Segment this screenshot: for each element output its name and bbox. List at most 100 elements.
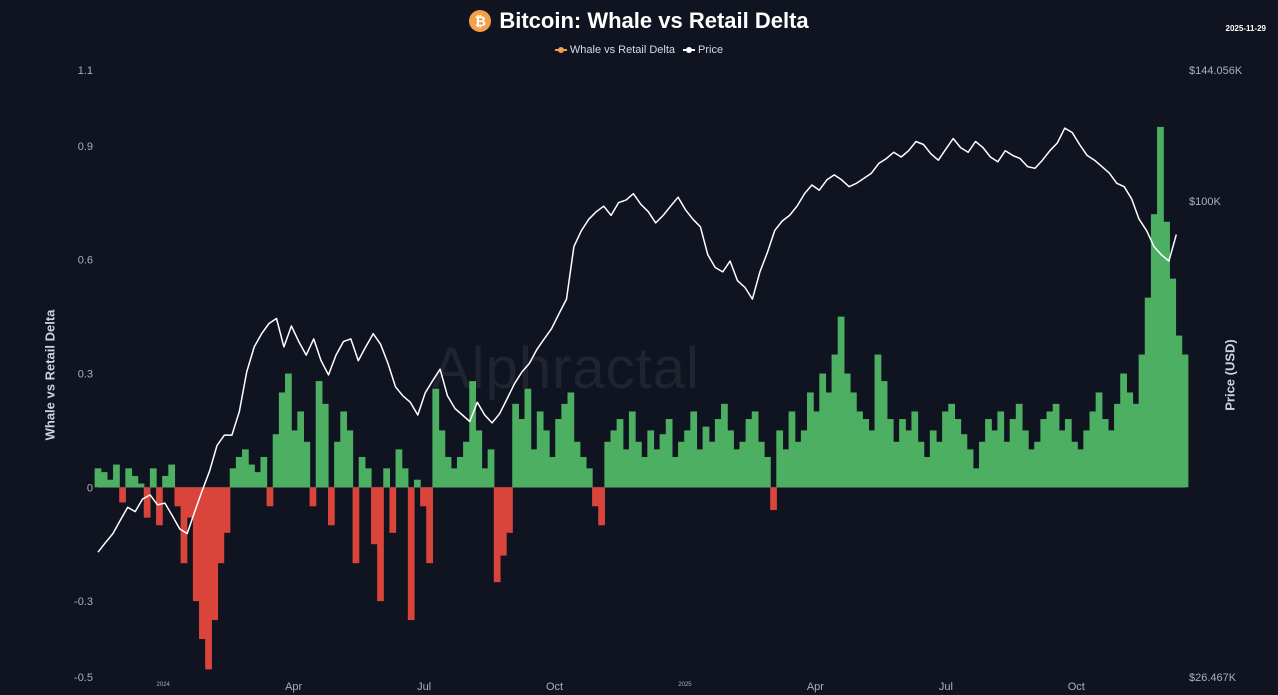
delta-bar bbox=[696, 449, 704, 488]
delta-bar bbox=[573, 441, 581, 488]
legend: Whale vs Retail Delta Price bbox=[0, 44, 1278, 56]
delta-bar bbox=[966, 449, 974, 488]
delta-bar bbox=[972, 468, 980, 488]
delta-bar bbox=[905, 430, 913, 488]
delta-bar bbox=[1169, 278, 1177, 488]
delta-bar bbox=[1144, 297, 1152, 488]
delta-bar bbox=[671, 456, 679, 488]
delta-bar bbox=[1028, 449, 1035, 488]
date-label: 2025-11-29 bbox=[1225, 24, 1266, 33]
delta-bar bbox=[389, 487, 397, 533]
delta-bar bbox=[1064, 419, 1072, 488]
delta-bar bbox=[370, 487, 378, 545]
delta-bar bbox=[776, 430, 784, 488]
delta-bar bbox=[340, 411, 348, 488]
delta-bar bbox=[923, 456, 931, 488]
delta-bar bbox=[1157, 126, 1164, 488]
delta-bar bbox=[702, 426, 710, 488]
delta-bar bbox=[475, 430, 483, 488]
delta-bar bbox=[892, 441, 900, 488]
delta-bar bbox=[659, 434, 667, 488]
delta-bar bbox=[162, 475, 169, 488]
delta-bar bbox=[1114, 403, 1121, 488]
delta-bar bbox=[481, 468, 489, 488]
delta-bar bbox=[1009, 419, 1017, 488]
delta-bar bbox=[364, 468, 372, 488]
delta-bar bbox=[579, 456, 587, 488]
delta-bar bbox=[610, 430, 618, 488]
delta-bar bbox=[831, 354, 839, 488]
delta-bar bbox=[549, 456, 556, 488]
y2-tick-label: $144.056K bbox=[1189, 65, 1243, 77]
delta-bar bbox=[561, 403, 569, 488]
y2-tick-label: $100K bbox=[1189, 196, 1221, 208]
delta-bar bbox=[1015, 403, 1023, 488]
delta-bar bbox=[291, 430, 298, 488]
x-tick-label: Oct bbox=[1068, 681, 1085, 693]
delta-bar bbox=[327, 487, 335, 526]
delta-bar bbox=[825, 392, 833, 488]
delta-bar bbox=[180, 487, 188, 564]
delta-bar bbox=[708, 441, 716, 488]
delta-bar bbox=[678, 441, 685, 488]
legend-item-price[interactable]: Price bbox=[683, 44, 723, 56]
delta-bar bbox=[450, 468, 458, 488]
delta-bar bbox=[641, 456, 648, 488]
delta-bar bbox=[997, 411, 1005, 488]
legend-item-delta[interactable]: Whale vs Retail Delta bbox=[554, 44, 675, 56]
delta-bar bbox=[413, 479, 421, 488]
chart-header: ₿ Bitcoin: Whale vs Retail Delta bbox=[0, 8, 1278, 34]
delta-bar bbox=[297, 411, 305, 488]
delta-bar bbox=[555, 419, 562, 488]
delta-bar bbox=[733, 449, 741, 488]
delta-bar bbox=[377, 487, 384, 602]
delta-bar bbox=[229, 468, 237, 488]
chart-title: Bitcoin: Whale vs Retail Delta bbox=[499, 8, 809, 33]
delta-bar bbox=[862, 419, 870, 488]
delta-bar bbox=[321, 403, 329, 488]
delta-bar bbox=[622, 449, 630, 488]
delta-bar bbox=[192, 487, 200, 602]
delta-bar bbox=[1095, 392, 1103, 488]
delta-bar bbox=[782, 449, 790, 488]
watermark: Alphractal bbox=[432, 336, 700, 401]
delta-bar bbox=[506, 487, 513, 533]
delta-bar bbox=[598, 487, 605, 526]
delta-bar bbox=[199, 487, 206, 640]
y-tick-label: 0.3 bbox=[78, 369, 93, 381]
delta-bar bbox=[1163, 221, 1170, 488]
delta-bar bbox=[991, 430, 998, 488]
delta-bar bbox=[211, 487, 219, 621]
delta-bar bbox=[315, 381, 323, 488]
delta-bar bbox=[757, 441, 765, 488]
delta-bar bbox=[493, 487, 501, 583]
delta-bar bbox=[426, 487, 433, 564]
delta-bar bbox=[770, 487, 777, 511]
delta-bar bbox=[1089, 411, 1097, 488]
delta-bar bbox=[745, 419, 753, 488]
delta-bar bbox=[205, 487, 212, 670]
delta-bar bbox=[156, 487, 163, 526]
delta-bar bbox=[1181, 354, 1189, 488]
delta-bar bbox=[1003, 441, 1011, 488]
x-tick-label: Apr bbox=[807, 681, 824, 693]
y-tick-label: 0.9 bbox=[78, 141, 93, 153]
delta-bar bbox=[899, 419, 906, 488]
delta-bar bbox=[444, 456, 452, 488]
delta-bar bbox=[395, 449, 403, 488]
delta-bar bbox=[94, 468, 102, 488]
delta-bar bbox=[1175, 335, 1183, 488]
delta-bar bbox=[334, 441, 341, 488]
bitcoin-icon: ₿ bbox=[469, 10, 492, 32]
delta-bar bbox=[407, 487, 415, 621]
delta-bar bbox=[432, 388, 440, 488]
delta-bar bbox=[1101, 419, 1109, 488]
delta-bar bbox=[628, 411, 636, 488]
delta-bar bbox=[856, 411, 863, 488]
y-tick-label: 1.1 bbox=[78, 65, 93, 77]
delta-bar bbox=[1077, 449, 1084, 488]
delta-bar bbox=[874, 354, 882, 488]
legend-price-label: Price bbox=[698, 44, 724, 56]
delta-bar bbox=[585, 468, 593, 488]
